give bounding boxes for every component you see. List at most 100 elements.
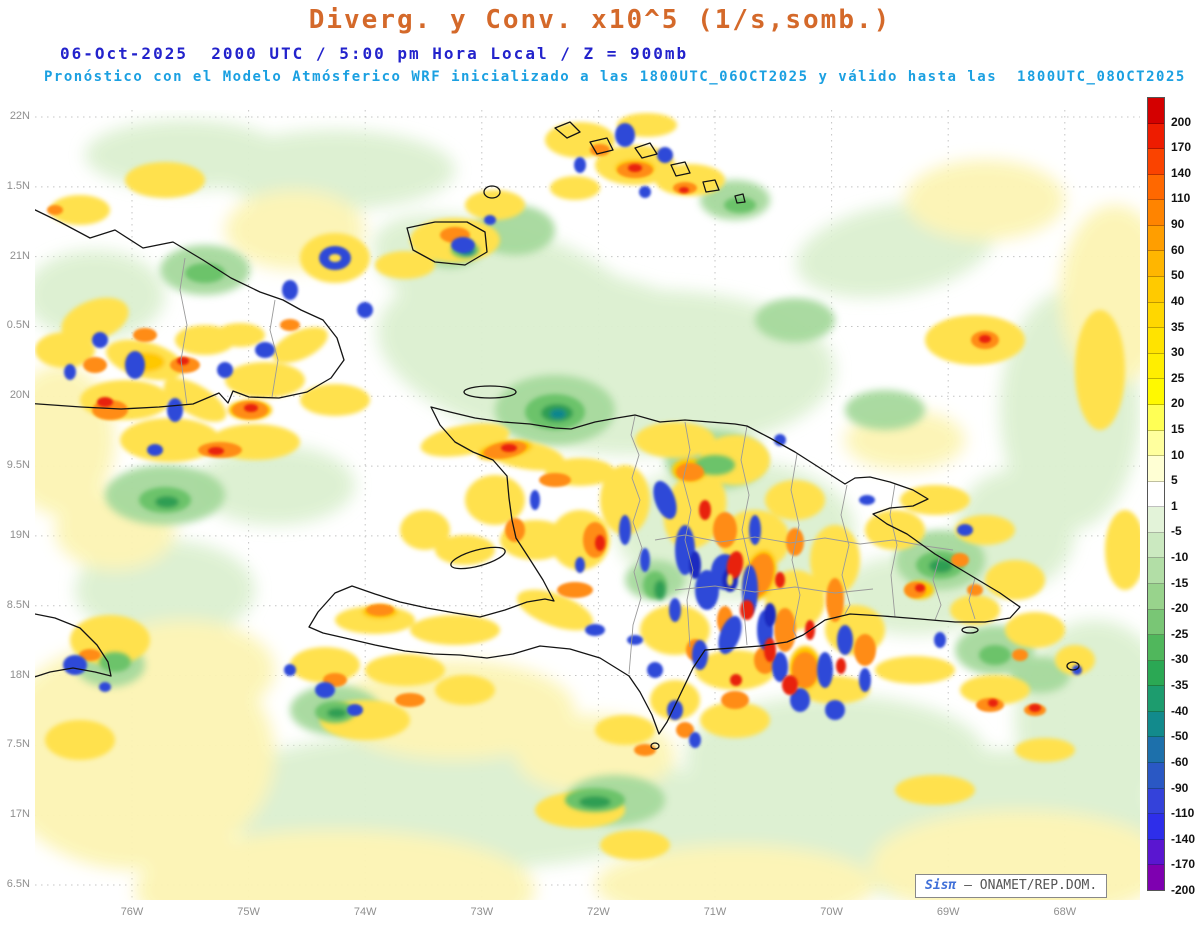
colorbar-tick-label: 50 <box>1171 268 1185 283</box>
chart-title: Diverg. y Conv. x10^5 (1/s,somb.) <box>308 5 892 35</box>
colorbar-cell <box>1148 149 1164 175</box>
colorbar-cell <box>1148 379 1164 405</box>
colorbar-tick-label: 110 <box>1171 191 1191 206</box>
coastline-tortuga-island <box>463 385 517 399</box>
colorbar-cell <box>1148 174 1164 201</box>
colorbar-tick-label: 1 <box>1171 498 1178 513</box>
lat-tick-label: 17N <box>9 808 30 821</box>
colorbar-cell <box>1148 763 1164 789</box>
colorbar-cell <box>1148 839 1164 866</box>
colorbar-cell <box>1148 711 1164 738</box>
coastline-gonave-island <box>450 546 506 570</box>
lat-tick-label: 22N <box>9 110 30 122</box>
colorbar-tick-label: 60 <box>1171 242 1185 257</box>
colorbar-tick-label: -50 <box>1171 729 1189 744</box>
colorbar-tick-label: -25 <box>1171 626 1189 641</box>
colorbar-cell <box>1148 328 1164 354</box>
colorbar-cell <box>1148 98 1164 124</box>
lat-tick-label: 21N <box>9 249 30 262</box>
colorbar-cell <box>1148 532 1164 559</box>
colorbar-cell <box>1148 251 1164 278</box>
colorbar-cell <box>1148 814 1164 840</box>
shaded-field-layer <box>329 254 733 586</box>
colorbar-tick-label: 170 <box>1171 140 1192 155</box>
colorbar-cell <box>1148 404 1164 431</box>
colorbar-cell <box>1148 430 1164 457</box>
colorbar-cell <box>1148 660 1164 687</box>
colorbar-cell <box>1148 558 1164 584</box>
lat-tick-label: 1.5N <box>6 179 30 192</box>
colorbar <box>1147 97 1165 891</box>
watermark-brand: Sisπ <box>925 878 957 893</box>
colorbar-tick-label: 40 <box>1171 293 1185 308</box>
shaded-field-layer <box>99 197 1011 812</box>
colorbar-cell <box>1148 225 1164 252</box>
colorbar-tick-label: 90 <box>1171 217 1185 232</box>
colorbar-tick-label: 35 <box>1171 319 1185 334</box>
lon-tick-label: 74W <box>353 906 377 918</box>
colorbar-tick-label: -170 <box>1171 857 1196 872</box>
coastlines <box>35 121 1080 750</box>
colorbar-cell <box>1148 456 1164 482</box>
colorbar-cell <box>1148 583 1164 610</box>
lon-tick-label: 76W <box>120 906 144 918</box>
colorbar-tick-label: 140 <box>1171 165 1192 180</box>
lon-tick-label: 68W <box>1053 906 1077 918</box>
coastline-cuba <box>35 209 345 410</box>
lon-tick-label: 73W <box>470 906 494 918</box>
colorbar-tick-label: -40 <box>1171 703 1189 718</box>
colorbar-tick-label: 5 <box>1171 473 1178 488</box>
colorbar-cell <box>1148 507 1164 533</box>
colorbar-tick-label: -10 <box>1171 550 1189 565</box>
coastline-caicos-islands <box>554 121 746 204</box>
lat-tick-label: 9.5N <box>6 459 30 472</box>
watermark: Sisπ – ONAMET/REP.DOM. <box>915 874 1108 898</box>
colorbar-tick-label: -200 <box>1171 883 1196 897</box>
lat-tick-label: 19N <box>9 528 30 541</box>
colorbar-tick-label: -140 <box>1171 831 1196 846</box>
shaded-field-layer <box>35 113 1140 860</box>
colorbar-cell <box>1148 609 1164 636</box>
shaded-field-layer <box>47 144 1046 756</box>
colorbar-tick-label: -110 <box>1171 806 1195 821</box>
admin-borders <box>179 257 976 675</box>
lat-tick-label: 8.5N <box>6 598 30 611</box>
lon-tick-label: 71W <box>703 906 727 918</box>
colorbar-tick-label: -60 <box>1171 754 1189 769</box>
lat-tick-label: 20N <box>9 389 30 402</box>
colorbar-tick-label: -35 <box>1171 678 1189 693</box>
colorbar-tick-label: -20 <box>1171 601 1189 616</box>
colorbar-cell <box>1148 277 1164 303</box>
colorbar-tick-label: 15 <box>1171 421 1185 436</box>
colorbar-tick-label: -5 <box>1171 524 1182 539</box>
coastline-little-inagua <box>483 185 501 199</box>
colorbar-cell <box>1148 353 1164 380</box>
coastline-mona-island <box>1066 661 1080 671</box>
lon-tick-label: 69W <box>936 906 960 918</box>
lat-tick-label: 18N <box>9 668 30 681</box>
chart-subtitle-datetime: 06-Oct-2025 2000 UTC / 5:00 pm Hora Loca… <box>60 44 689 63</box>
coastline-beata-island <box>650 742 660 750</box>
colorbar-tick-label: 25 <box>1171 370 1185 385</box>
colorbar-cell <box>1148 123 1164 150</box>
lon-tick-label: 70W <box>820 906 843 918</box>
colorbar-cell <box>1148 788 1164 815</box>
colorbar-tick-label: 10 <box>1171 447 1185 462</box>
colorbar-cell <box>1148 686 1164 712</box>
colorbar-cell <box>1148 302 1164 329</box>
colorbar-cell <box>1148 200 1164 226</box>
colorbar-tick-label: 30 <box>1171 345 1185 360</box>
colorbar-tick-label: 20 <box>1171 396 1185 411</box>
coastline-hispaniola <box>308 406 1021 735</box>
coastline-great-inagua <box>406 221 488 266</box>
colorbar-tick-label: 200 <box>1171 114 1192 129</box>
colorbar-tick-label: -90 <box>1171 780 1189 795</box>
watermark-text: – ONAMET/REP.DOM. <box>956 878 1098 893</box>
lat-tick-label: 6.5N <box>6 878 30 891</box>
coastline-jamaica <box>35 613 112 678</box>
colorbar-tick-label: -15 <box>1171 575 1189 590</box>
colorbar-cell <box>1148 481 1164 508</box>
colorbar-cell <box>1148 737 1164 764</box>
colorbar-cell <box>1148 865 1164 890</box>
